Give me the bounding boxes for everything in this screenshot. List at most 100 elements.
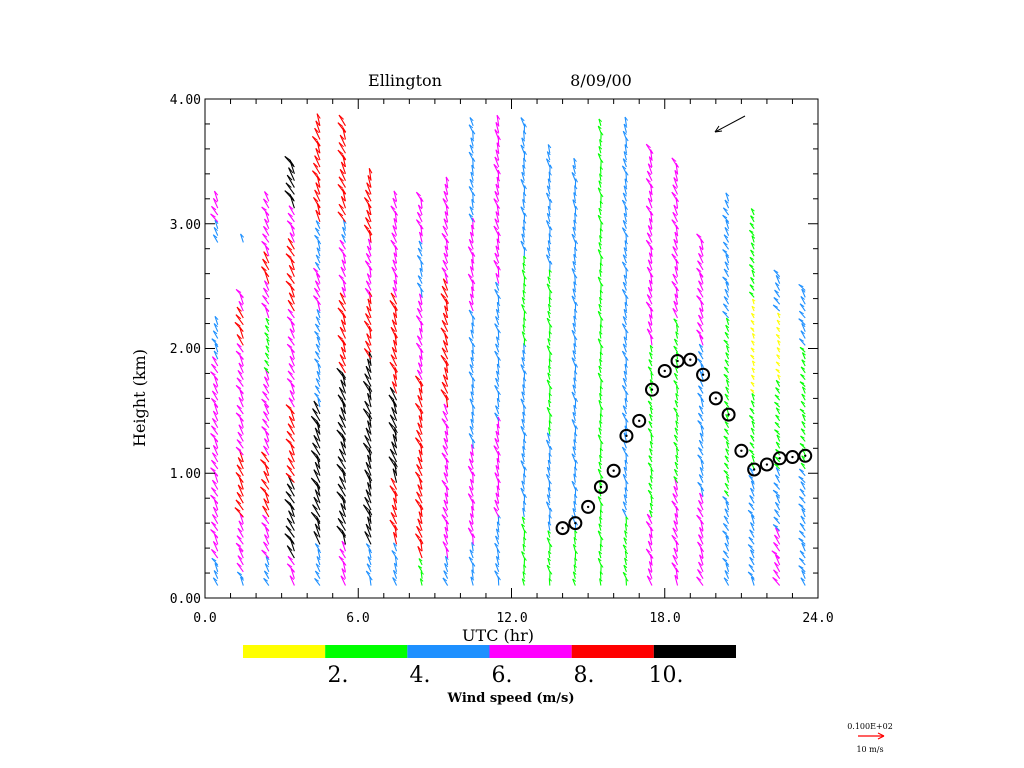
wind-vector-head	[315, 220, 321, 225]
wind-vector	[212, 577, 219, 586]
wind-vector-head	[234, 507, 241, 512]
wind-vector	[671, 157, 678, 168]
wind-vector-head	[315, 261, 320, 266]
wind-vector-head	[284, 190, 291, 196]
wind-vector	[496, 363, 500, 373]
wind-vector-head	[339, 292, 345, 298]
wind-vector-head	[650, 372, 654, 376]
wind-vector-head	[497, 231, 501, 237]
wind-vector	[672, 211, 679, 223]
wind-vector-head	[597, 310, 602, 315]
wind-vector-head	[597, 125, 602, 130]
wind-vector-head	[316, 247, 321, 252]
wind-vector-head	[748, 474, 754, 479]
wind-vector	[286, 245, 295, 257]
wind-vector	[548, 399, 551, 408]
x-axis-label: UTC (hr)	[462, 626, 534, 645]
wind-vector	[315, 220, 321, 229]
wind-vector	[572, 412, 576, 422]
wind-vector	[801, 323, 806, 332]
wind-vector	[338, 414, 346, 428]
wind-vector	[496, 549, 500, 559]
wind-vector	[468, 239, 474, 250]
wind-vector-head	[625, 418, 629, 423]
wind-vector-head	[600, 262, 603, 266]
wind-vector-head	[724, 462, 729, 466]
wind-vector-head	[467, 246, 473, 251]
wind-vector	[420, 571, 423, 579]
wind-vector	[673, 520, 679, 531]
wind-vector-head	[649, 502, 654, 507]
wind-vector-head	[647, 489, 652, 494]
wind-vector	[723, 515, 730, 525]
wind-vector	[496, 238, 500, 250]
mixing-height-dot	[714, 397, 718, 400]
wind-vector-head	[524, 247, 527, 252]
wind-vector-head	[440, 327, 446, 333]
wind-vector-head	[573, 564, 577, 568]
wind-vector-head	[392, 197, 397, 203]
wind-vector-head	[418, 558, 423, 562]
wind-vector	[645, 301, 653, 312]
mixing-height-dot	[574, 521, 577, 525]
wind-vector	[469, 179, 474, 188]
wind-vector	[288, 476, 295, 490]
wind-vector-head	[472, 157, 476, 162]
wind-vector	[240, 576, 244, 586]
wind-vector	[750, 427, 755, 435]
wind-vector	[416, 525, 423, 538]
wind-vector	[235, 472, 244, 483]
wind-vector-head	[524, 494, 527, 499]
wind-vector	[340, 161, 346, 175]
wind-vector-head	[623, 564, 628, 569]
wind-vector	[389, 485, 398, 497]
wind-vector-head	[368, 509, 373, 516]
wind-vector-head	[264, 191, 269, 196]
wind-vector	[647, 197, 653, 209]
wind-vector-head	[365, 570, 371, 575]
wind-vector	[211, 205, 219, 216]
wind-vector	[622, 254, 627, 264]
wind-vector	[415, 191, 423, 202]
wind-vector-head	[598, 242, 603, 246]
wind-vector-head	[365, 489, 371, 496]
wind-vector-head	[442, 225, 448, 231]
wind-column	[493, 114, 501, 586]
wind-vector-head	[699, 334, 704, 340]
wind-vector-head	[285, 525, 292, 531]
wind-vector	[751, 235, 755, 243]
wind-vector	[598, 180, 602, 188]
wind-vector	[547, 206, 551, 216]
wind-vector	[366, 209, 372, 223]
wind-vector-head	[390, 354, 396, 360]
wind-vector-head	[597, 434, 602, 438]
wind-vector	[698, 534, 704, 545]
wind-vector-head	[210, 529, 216, 534]
wind-vector	[572, 226, 576, 236]
wind-vector-head	[368, 549, 373, 554]
wind-vector	[212, 383, 219, 394]
wind-vector	[646, 170, 653, 181]
wind-vector	[774, 282, 781, 291]
wind-vector-head	[750, 320, 755, 323]
wind-vector	[444, 563, 449, 572]
wind-vector	[548, 365, 551, 373]
wind-vector-head	[235, 350, 242, 355]
wind-vector-head	[391, 232, 397, 238]
wind-vector-head	[622, 412, 627, 417]
wind-vector-head	[214, 219, 219, 224]
wind-vector	[571, 453, 576, 463]
wind-vector	[314, 155, 321, 168]
wind-vector-head	[468, 337, 474, 341]
wind-vector-head	[650, 434, 654, 438]
wind-vector	[547, 144, 551, 154]
wind-column	[747, 208, 756, 586]
wind-vector-head	[315, 147, 320, 154]
wind-vector	[416, 211, 423, 223]
wind-vector-head	[772, 524, 778, 528]
wind-vector-head	[575, 301, 578, 306]
wind-vector-head	[524, 276, 527, 280]
wind-vector	[521, 304, 525, 312]
wind-vector-head	[675, 197, 680, 203]
